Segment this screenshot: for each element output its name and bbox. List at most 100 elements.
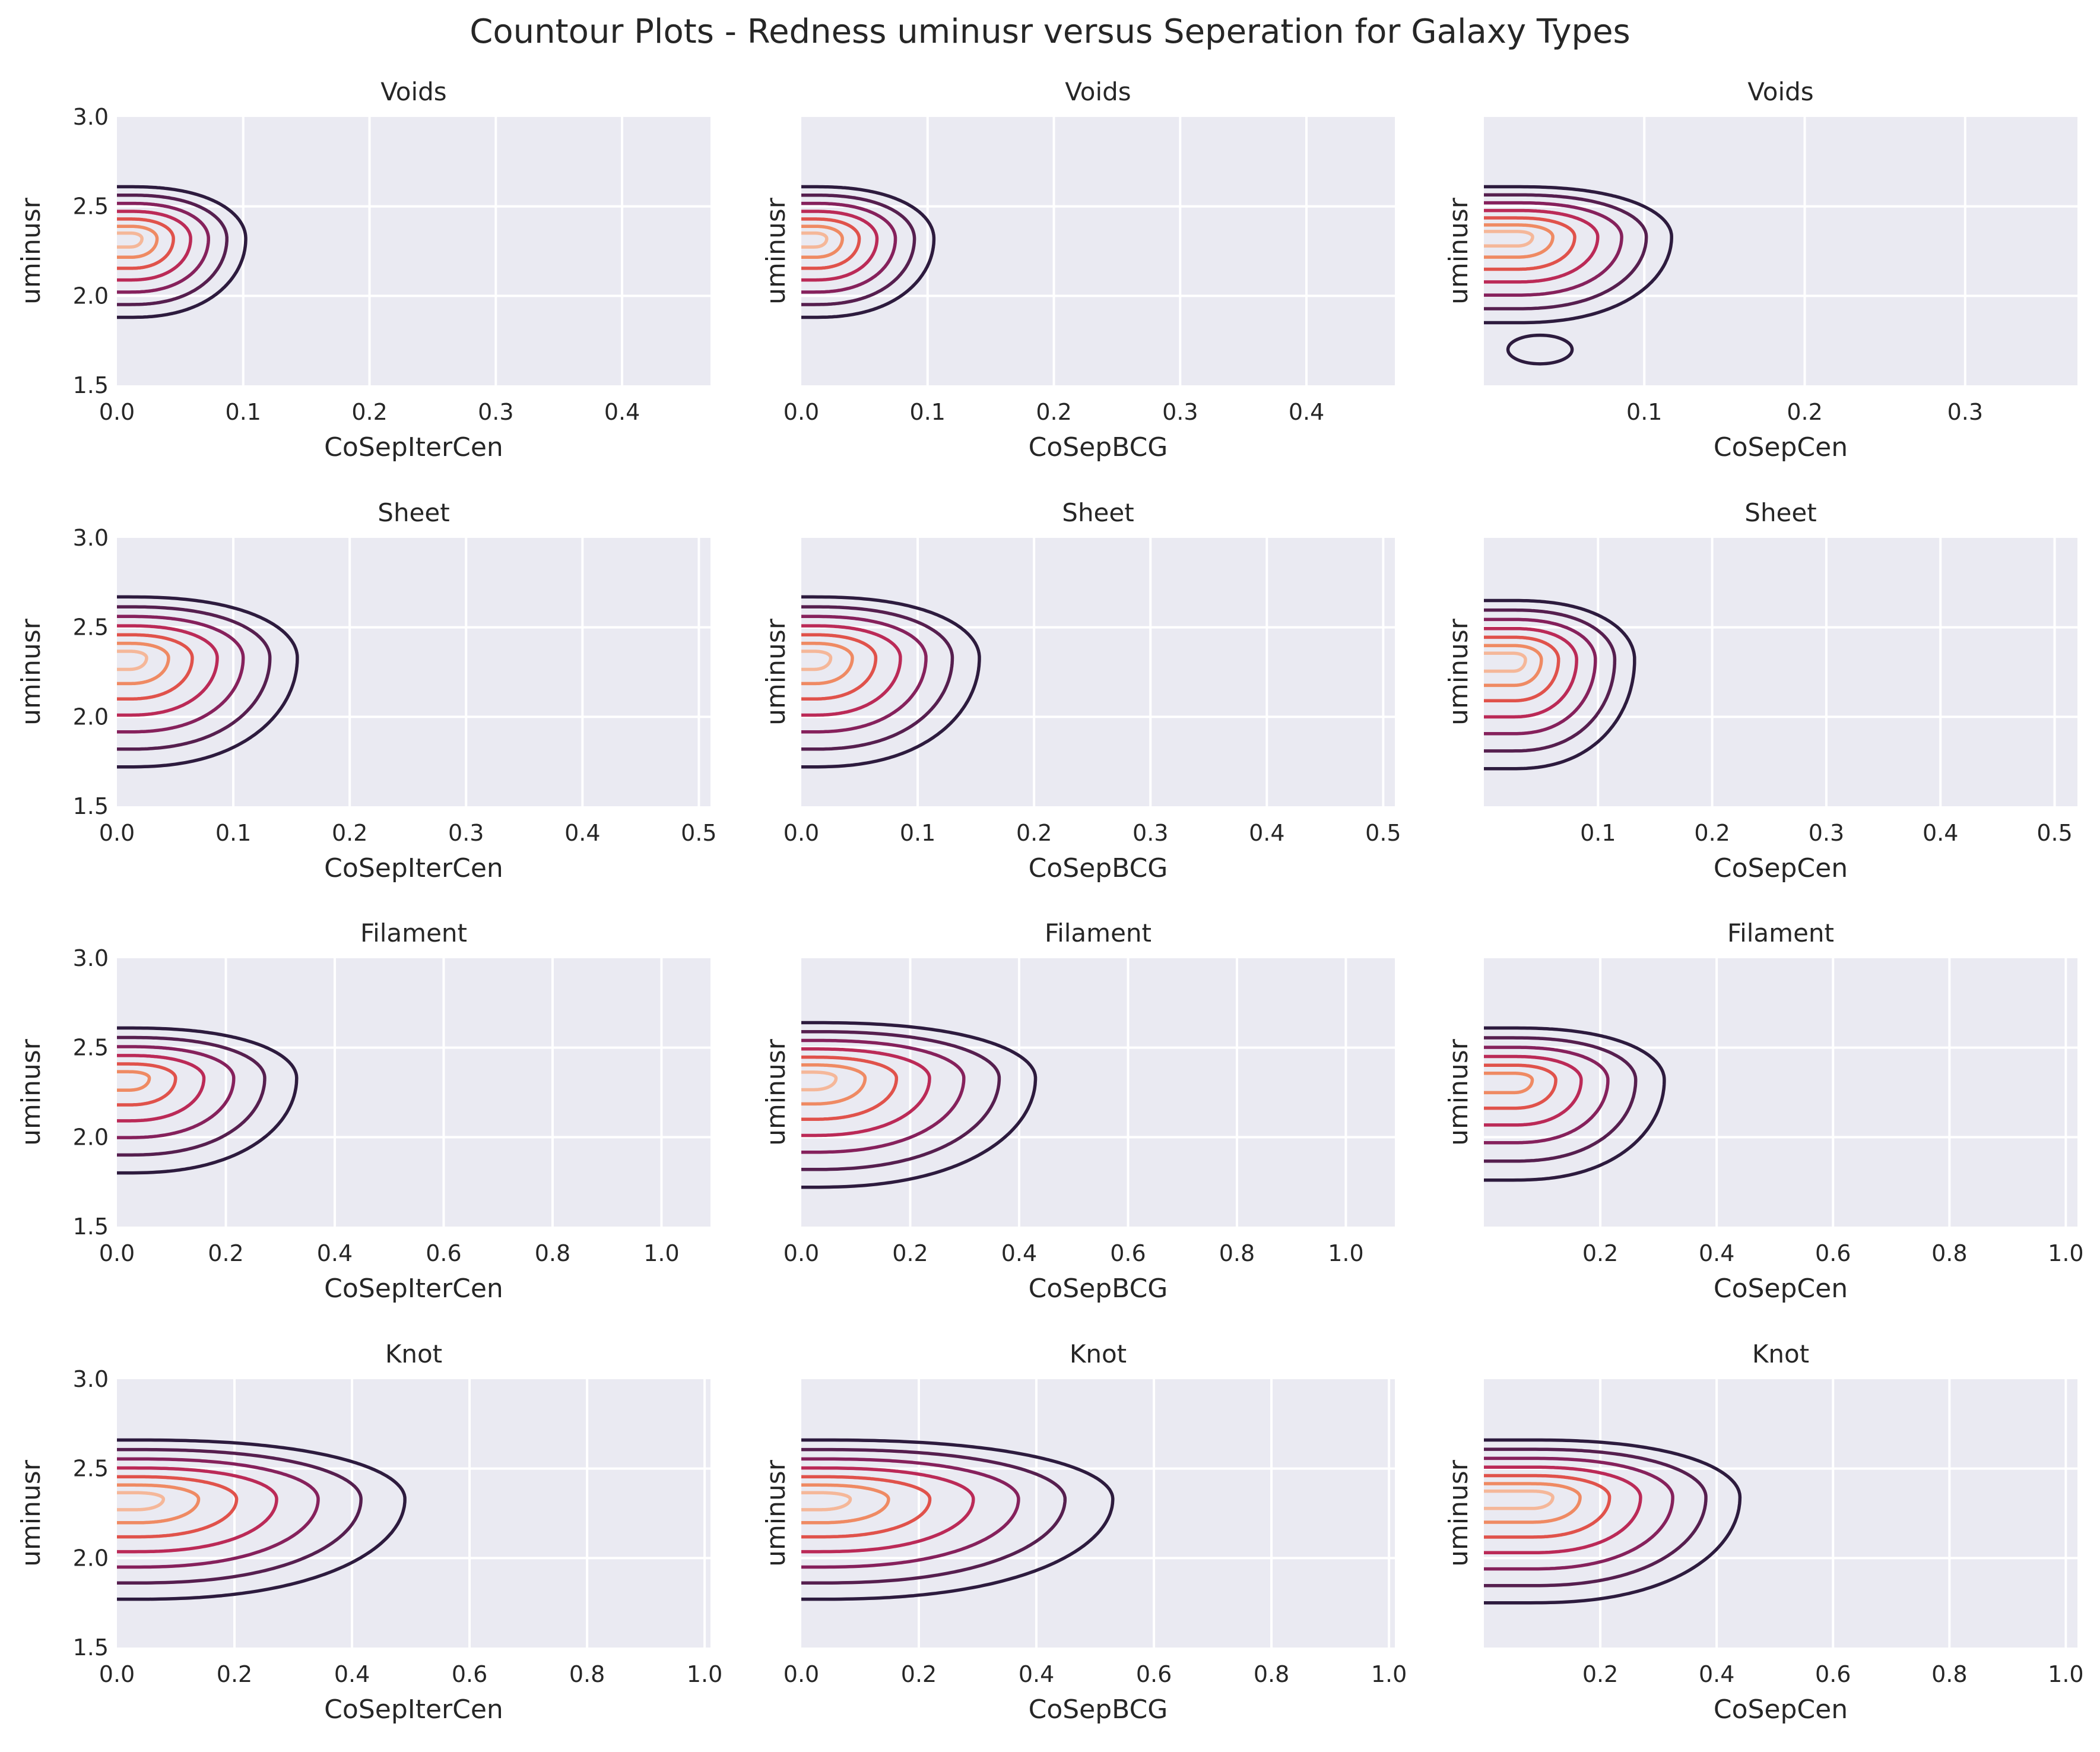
- x-tick-label: 0.4: [1923, 820, 1958, 846]
- x-tick-label: 0.0: [783, 399, 819, 425]
- y-axis-label: uminusr: [1444, 197, 1474, 305]
- contour-level-2: [801, 1447, 1067, 1585]
- contour-level-1: [801, 595, 981, 769]
- subplot-title: Filament: [360, 918, 467, 948]
- x-tick-label: 0.3: [1809, 820, 1844, 846]
- x-tick-label: 0.2: [892, 1240, 928, 1266]
- y-tick-label: 3.0: [73, 945, 109, 971]
- contour-lines: [1484, 1026, 1666, 1182]
- x-tick-label: 0.2: [332, 820, 367, 846]
- contour-lines: [117, 1026, 299, 1175]
- contour-lines: [1484, 185, 1673, 366]
- contour-level-7: [801, 1491, 852, 1512]
- contour-level-1: [117, 1438, 407, 1601]
- x-tick-label: 0.8: [535, 1240, 570, 1266]
- x-tick-label: 0.6: [1136, 1661, 1172, 1687]
- y-tick-label: 3.0: [73, 1366, 109, 1392]
- contour-level-2: [801, 193, 916, 306]
- contour-level-1: [117, 185, 248, 319]
- contour-level-6: [1484, 223, 1555, 259]
- x-axis-label: CoSepCen: [1714, 1273, 1848, 1304]
- x-tick-label: 0.1: [226, 399, 261, 425]
- x-tick-label: 0.2: [901, 1661, 937, 1687]
- contour-level-6: [801, 1063, 867, 1106]
- contour-level-5: [117, 217, 175, 270]
- contour-level-1: [801, 185, 936, 319]
- x-axis-label: CoSepIterCen: [324, 1694, 503, 1725]
- y-axis-label: uminusr: [16, 197, 46, 305]
- contour-level-2: [1484, 1447, 1708, 1588]
- contour-level-4: [801, 1466, 975, 1554]
- x-tick-label: 0.5: [681, 820, 716, 846]
- contour-level-3: [117, 1457, 320, 1569]
- x-tick-label: 0.0: [783, 1240, 819, 1266]
- subplot-6: 0.1 0.2 0.3 0.4 0.5 Sheet CoSepCen uminusr: [1444, 498, 2077, 883]
- contour-level-6: [1484, 1072, 1534, 1095]
- y-tick-label: 2.0: [73, 704, 109, 730]
- contour-level-4: [117, 624, 219, 717]
- subplot-title: Knot: [385, 1339, 442, 1368]
- plot-area: [1484, 1379, 2077, 1648]
- y-tick-label: 1.5: [73, 793, 109, 819]
- subplot-title: Sheet: [1744, 498, 1816, 527]
- x-tick-label: 0.6: [1110, 1240, 1146, 1266]
- contour-level-6: [117, 1070, 151, 1092]
- y-tick-label: 2.5: [73, 1456, 109, 1482]
- x-tick-label: 0.0: [783, 1661, 819, 1687]
- contour-lines: [117, 185, 248, 319]
- x-tick-label: 0.0: [783, 820, 819, 846]
- contour-level-1: [1484, 598, 1636, 771]
- plot-area: [801, 1379, 1395, 1648]
- x-tick-label: 0.6: [426, 1240, 461, 1266]
- contour-level-1: [801, 1438, 1115, 1601]
- plot-area: [117, 117, 710, 385]
- contour-lines: [117, 1438, 407, 1601]
- y-axis-label: uminusr: [16, 1459, 46, 1567]
- x-tick-label: 0.4: [1699, 1240, 1734, 1266]
- y-tick-label: 2.5: [73, 614, 109, 641]
- contour-level-5: [1484, 1474, 1612, 1539]
- x-tick-label: 0.2: [217, 1661, 252, 1687]
- y-tick-label: 1.5: [73, 1214, 109, 1240]
- contour-level-5: [801, 217, 861, 270]
- y-axis-label: uminusr: [1444, 618, 1474, 725]
- contour-level-3: [1484, 1456, 1674, 1571]
- plot-area: [1484, 117, 2077, 385]
- contour-lines: [801, 1021, 1038, 1189]
- y-tick-label: 1.5: [73, 372, 109, 398]
- contour-level-4: [801, 210, 879, 282]
- contour-lines: [1484, 1438, 1742, 1605]
- contour-level-1: [1484, 1026, 1666, 1182]
- contour-level-6: [117, 1483, 201, 1525]
- y-axis-label: uminusr: [1444, 1038, 1474, 1146]
- plot-area: [801, 117, 1395, 385]
- x-axis-label: CoSepBCG: [1029, 1694, 1168, 1725]
- x-axis-label: CoSepBCG: [1029, 1273, 1168, 1304]
- contour-level-6: [117, 641, 170, 686]
- contour-level-2: [801, 1029, 1001, 1171]
- x-tick-label: 0.0: [99, 1240, 135, 1266]
- x-tick-label: 0.4: [564, 820, 600, 846]
- subplot-title: Filament: [1727, 918, 1834, 948]
- contour-level-5: [801, 633, 878, 701]
- x-tick-label: 0.4: [1289, 399, 1324, 425]
- contour-level-2: [1484, 608, 1617, 753]
- x-tick-label: 0.4: [317, 1240, 353, 1266]
- x-tick-label: 0.3: [478, 399, 513, 425]
- subplot-11: 0.0 0.2 0.4 0.6 0.8 1.0 Knot CoSepBCG uminusr: [761, 1339, 1407, 1725]
- contour-level-6: [801, 224, 844, 259]
- contour-level-5: [117, 1475, 239, 1539]
- contour-lines: [801, 1438, 1115, 1601]
- y-axis-label: uminusr: [16, 1038, 46, 1146]
- contour-level-2: [801, 605, 954, 751]
- contour-level-3: [801, 201, 897, 294]
- subplot-title: Filament: [1045, 918, 1151, 948]
- x-axis-label: CoSepIterCen: [324, 853, 503, 883]
- subplot-title: Knot: [1070, 1339, 1127, 1368]
- x-tick-label: 0.0: [99, 399, 135, 425]
- contour-level-6: [1484, 1482, 1582, 1524]
- contour-level-3: [117, 614, 245, 734]
- contour-level-4: [1484, 1054, 1583, 1127]
- y-axis-label: uminusr: [16, 618, 46, 725]
- x-axis-label: CoSepIterCen: [324, 1273, 503, 1304]
